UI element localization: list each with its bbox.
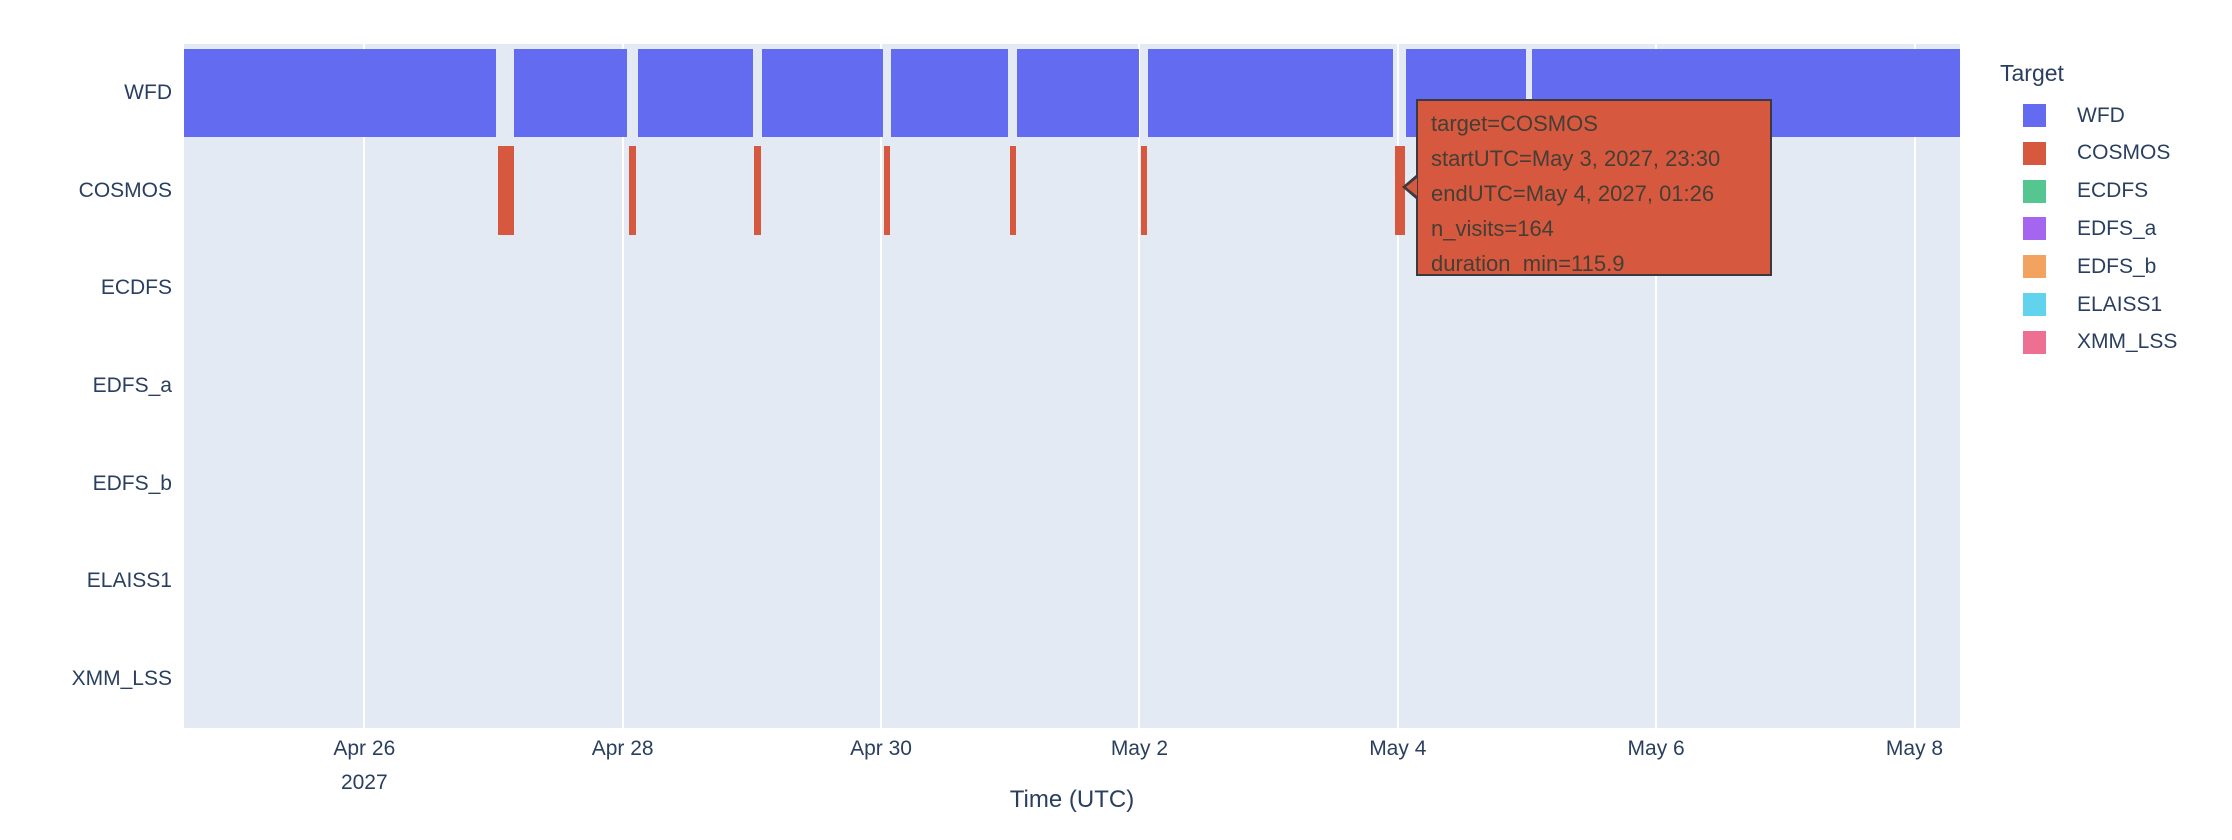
- legend-item-label: ECDFS: [2077, 179, 2149, 203]
- y-label-xmm_lss: XMM_LSS: [71, 667, 172, 691]
- bar-cosmos[interactable]: [754, 146, 761, 235]
- gridline: [1396, 44, 1399, 728]
- x-tick-label: May 4: [1369, 737, 1427, 760]
- legend-item-label: EDFS_b: [2077, 254, 2157, 278]
- legend-swatch-icon: [2023, 179, 2046, 203]
- legend-swatch-icon: [2023, 255, 2046, 279]
- y-label-ecdfs: ECDFS: [100, 276, 172, 300]
- hover-tooltip: target=COSMOS startUTC=May 3, 2027, 23:30…: [1402, 99, 1772, 276]
- bar-wfd[interactable]: [890, 48, 1008, 138]
- bar-cosmos[interactable]: [883, 146, 890, 235]
- legend-item-label: XMM_LSS: [2077, 330, 2178, 354]
- y-label-edfs_b: EDFS_b: [92, 471, 172, 495]
- legend-item-label: ELAISS1: [2077, 292, 2163, 316]
- bar-wfd[interactable]: [761, 48, 883, 138]
- x-tick-label: May 2: [1110, 737, 1168, 760]
- legend-item-label: COSMOS: [2077, 141, 2171, 165]
- x-tick-sublabel: 2027: [340, 771, 388, 794]
- tooltip-arrow-icon: [1406, 178, 1417, 196]
- tooltip-line: endUTC=May 4, 2027, 01:26: [1431, 181, 1715, 206]
- bar-wfd[interactable]: [184, 48, 496, 138]
- legend-swatch-icon: [2023, 330, 2046, 354]
- gridline: [363, 44, 366, 728]
- gridline: [1138, 44, 1141, 728]
- gridline: [1655, 44, 1658, 728]
- legend-title: Target: [2000, 60, 2064, 86]
- bar-wfd[interactable]: [637, 48, 753, 138]
- tooltip-line: startUTC=May 3, 2027, 23:30: [1431, 146, 1721, 171]
- legend-item-label: EDFS_a: [2077, 216, 2157, 240]
- tooltip-line: n_visits=164: [1431, 216, 1554, 241]
- legend-swatch-icon: [2023, 217, 2046, 241]
- bar-cosmos[interactable]: [497, 146, 514, 235]
- y-label-wfd: WFD: [124, 80, 172, 104]
- tooltip-line: duration_min=115.9: [1431, 251, 1625, 276]
- bar-cosmos[interactable]: [1009, 146, 1017, 235]
- gridline: [880, 44, 883, 728]
- x-axis-title: Time (UTC): [1009, 786, 1135, 813]
- x-tick-label: May 8: [1885, 737, 1944, 760]
- legend-swatch-icon: [2023, 104, 2046, 127]
- tooltip-line: target=COSMOS: [1431, 111, 1598, 136]
- x-tick-label: Apr 28: [591, 737, 654, 760]
- y-label-cosmos: COSMOS: [78, 178, 172, 202]
- gridline: [1913, 44, 1916, 728]
- bar-cosmos[interactable]: [628, 146, 636, 235]
- gridline: [621, 44, 624, 728]
- y-label-edfs_a: EDFS_a: [92, 374, 172, 397]
- legend-item-label: WFD: [2077, 103, 2125, 127]
- bar-cosmos[interactable]: [1395, 146, 1406, 235]
- bar-wfd[interactable]: [513, 48, 628, 138]
- legend-swatch-icon: [2023, 141, 2046, 165]
- x-tick-label: Apr 26 2027: [333, 737, 396, 794]
- bar-cosmos[interactable]: [1140, 146, 1148, 235]
- bar-wfd[interactable]: [1147, 48, 1393, 138]
- y-label-elaiss1: ELAISS1: [86, 569, 172, 593]
- x-tick-label: May 6: [1627, 737, 1685, 760]
- x-tick-label: Apr 30: [850, 737, 912, 760]
- legend-swatch-icon: [2023, 293, 2046, 316]
- bar-wfd[interactable]: [1016, 48, 1139, 138]
